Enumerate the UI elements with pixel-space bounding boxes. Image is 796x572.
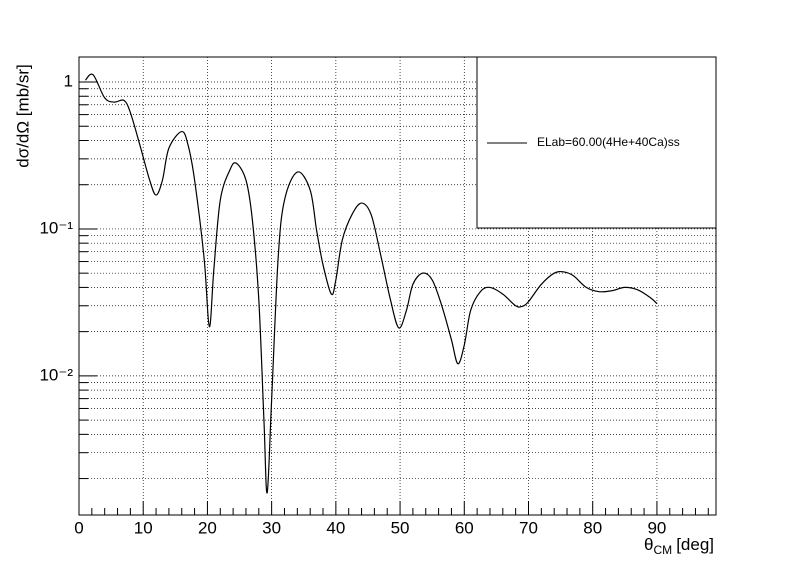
x-title-subscript: CM	[654, 543, 673, 557]
y-tick-label: 10⁻²	[39, 365, 73, 384]
x-tick-label: 50	[391, 518, 410, 537]
x-title-symbol: θ	[644, 535, 653, 554]
x-tick-label: 60	[455, 518, 474, 537]
legend-label: ELab=60.00(4He+40Ca)ss	[537, 135, 680, 149]
y-tick-label: 10⁻¹	[39, 218, 73, 237]
x-title-unit: [deg]	[676, 535, 714, 554]
x-axis-title: θCM [deg]	[644, 535, 714, 557]
y-axis-title: dσ/dΩ [mb/sr]	[13, 64, 32, 168]
x-tick-label: 30	[262, 518, 281, 537]
x-tick-label: 70	[519, 518, 538, 537]
x-tick-label: 90	[647, 518, 666, 537]
x-tick-label: 0	[74, 518, 83, 537]
y-tick-label: 1	[64, 72, 73, 91]
x-tick-label: 20	[198, 518, 217, 537]
x-tick-label: 80	[583, 518, 602, 537]
x-tick-label: 40	[326, 518, 345, 537]
data-line	[84, 73, 658, 494]
x-tick-label: 10	[134, 518, 153, 537]
plot-frame	[78, 56, 717, 516]
